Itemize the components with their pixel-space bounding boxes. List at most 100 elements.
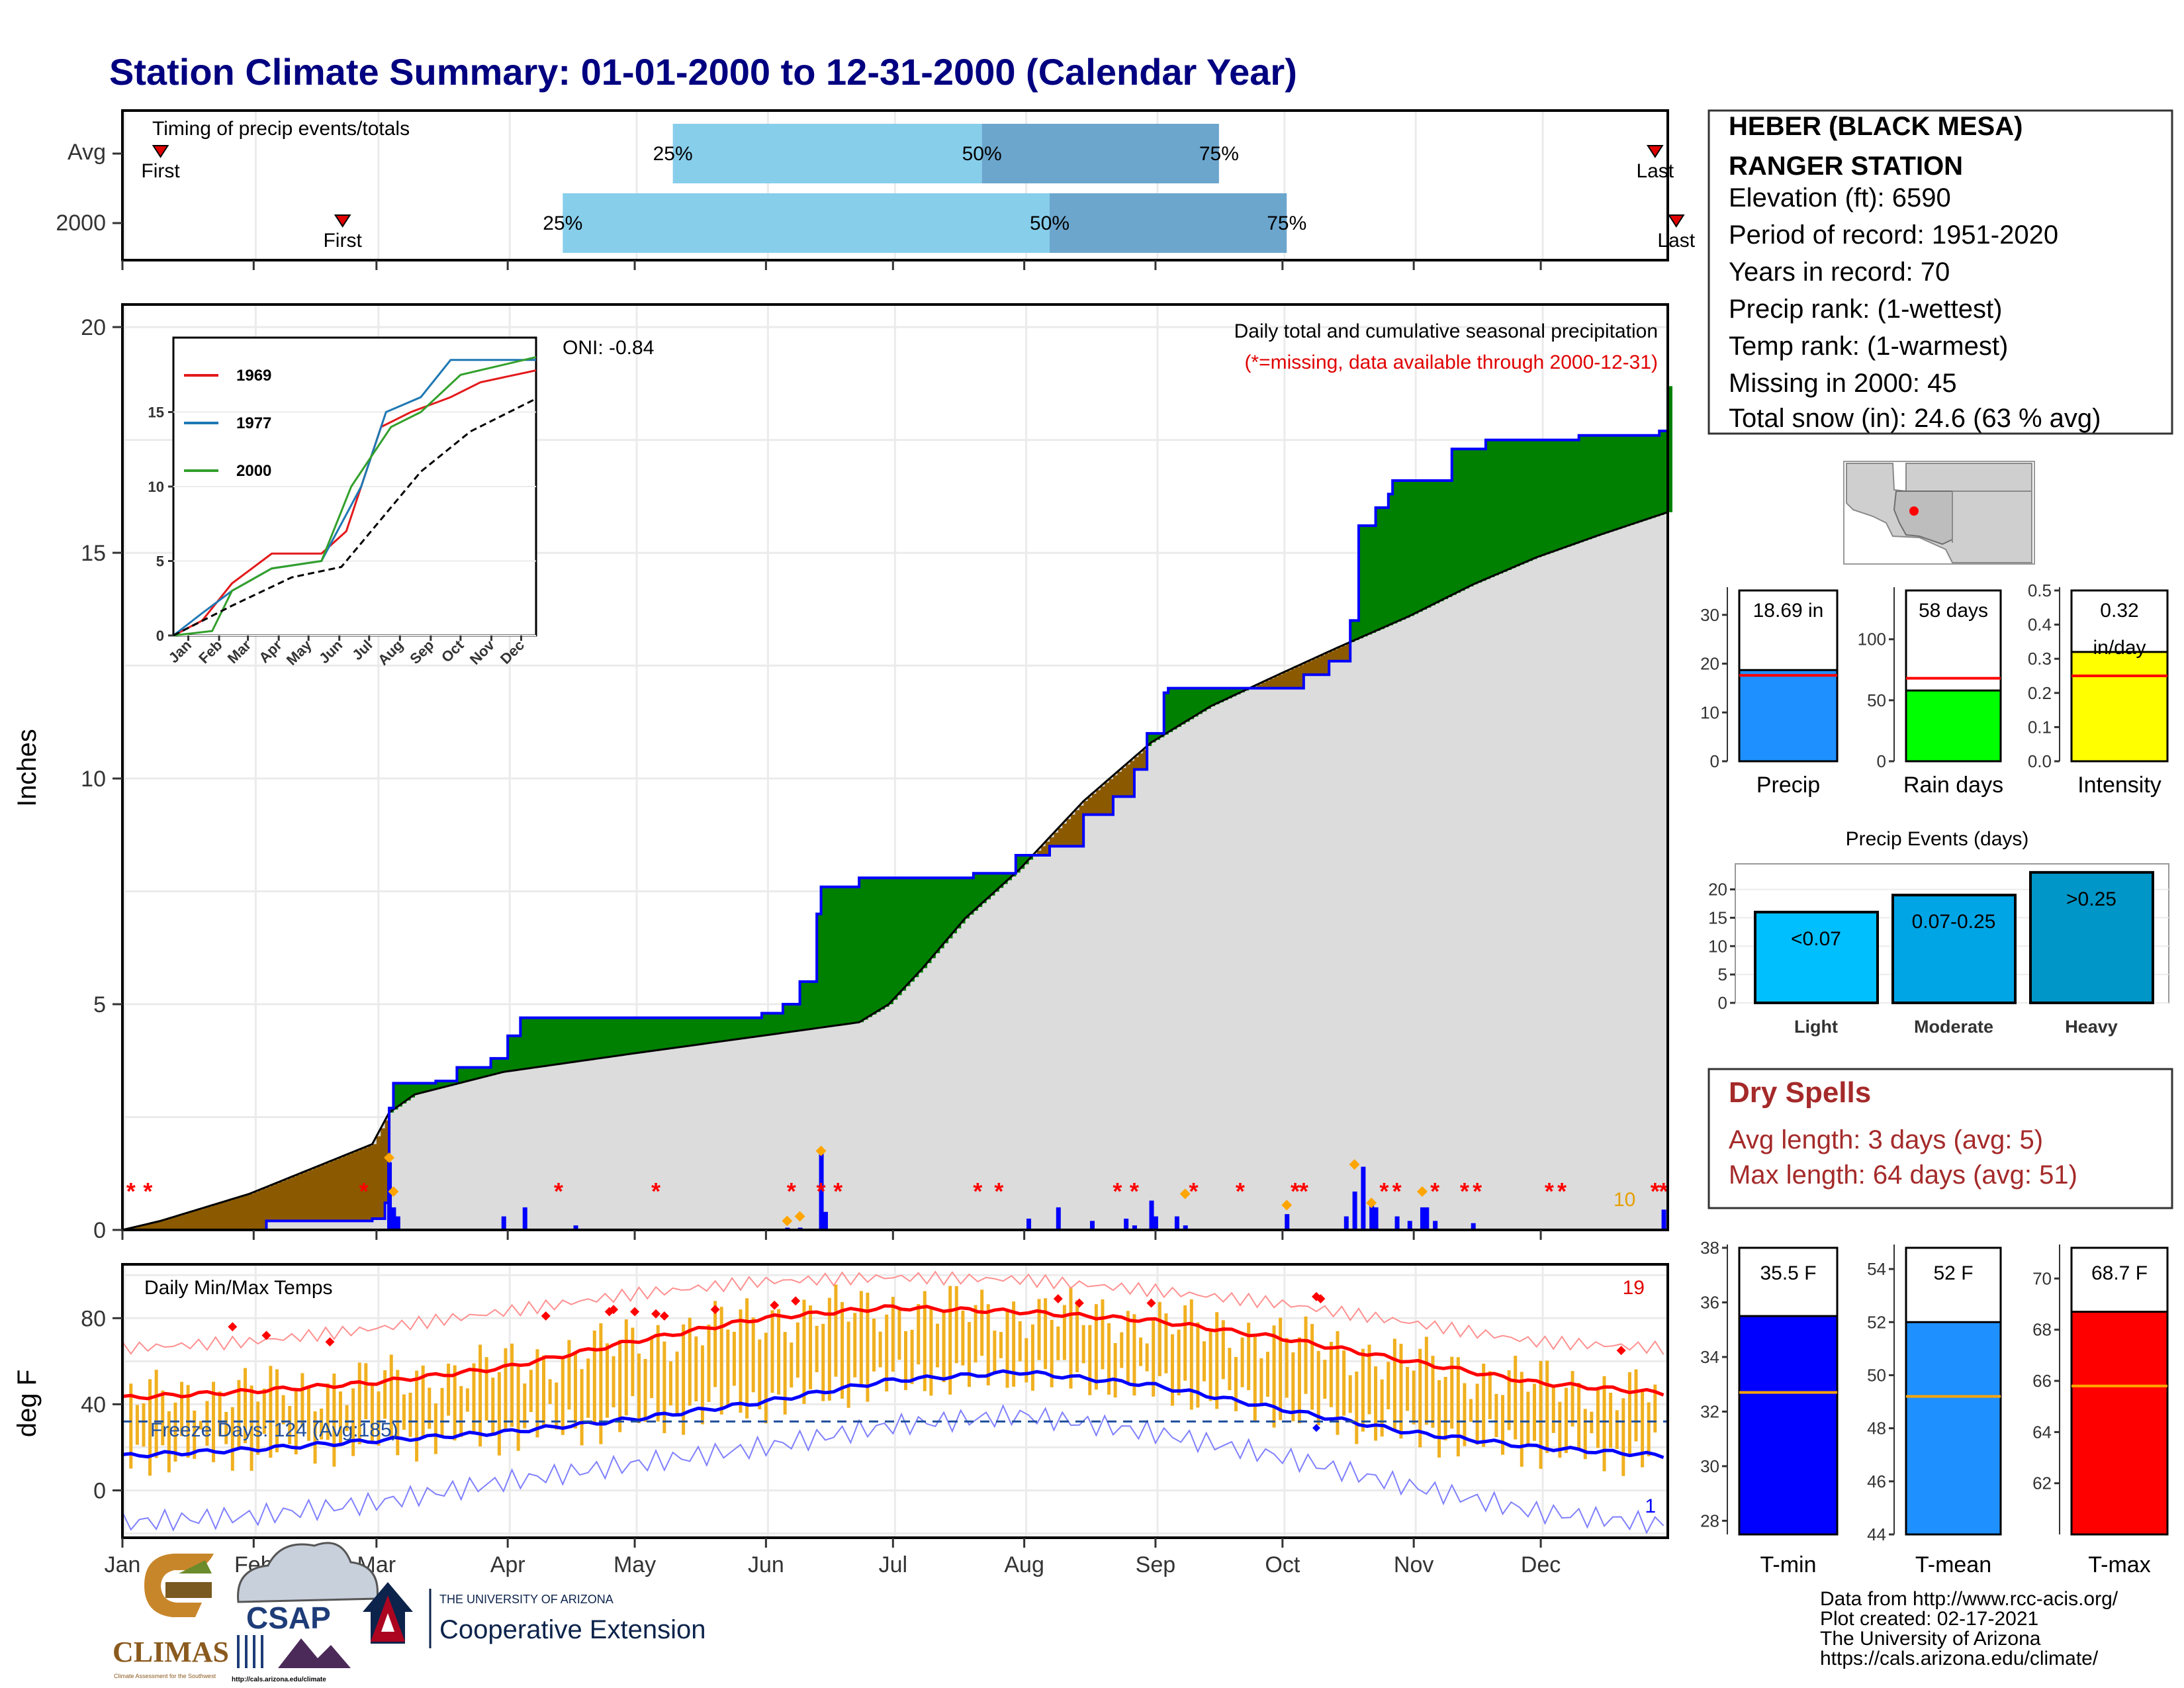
avg-cumulative-line [122, 511, 1668, 1231]
temp-bar-label: T-min [1760, 1552, 1817, 1577]
summary-bar-precip: 18.69 in 0 10 20 30 Precip [1700, 587, 1839, 798]
legend-label-2000: 2000 [236, 462, 271, 480]
temp-frame [121, 1263, 1669, 1539]
station-temp-rank: Temp rank: (1-warmest) [1729, 332, 2008, 361]
precip-y-axis-label: Inches [13, 729, 42, 807]
summary-ytick-label-3: 30 [1700, 605, 1719, 625]
record-high-marker-1 [261, 1331, 271, 1340]
missing-marker-10: * [1113, 1178, 1122, 1205]
daily-precip-bar-4 [522, 1207, 527, 1230]
timing-bar-q25-q50 [563, 193, 1050, 253]
daily-precip-bar-29 [1433, 1221, 1438, 1230]
events-bar-label: Moderate [1914, 1017, 1993, 1037]
inset-ytick-label-3: 15 [148, 404, 164, 421]
temp-bar-ytick-label-4: 36 [1700, 1292, 1719, 1312]
credit-line1: Data from http://www.rcc-acis.org/ [1820, 1588, 2118, 1610]
first-event-marker [152, 145, 169, 158]
summary-ytick-label-2: 0.2 [2028, 683, 2052, 703]
missing-note: (*=missing, data available through 2000-… [1244, 352, 1658, 373]
temp-bar-t-min: 35.5 F 28 30 32 34 36 38 T-min [1700, 1238, 1839, 1577]
last-label: Last [1657, 230, 1695, 252]
daily-precip-bar-19 [1285, 1214, 1290, 1230]
summary-value: 58 days [1919, 600, 1988, 622]
timing-row-label-2000: 2000 [56, 211, 106, 236]
oni-label: ONI: -0.84 [563, 337, 654, 359]
timing-heading: Timing of precip events/totals [152, 118, 410, 140]
summary-ytick-label-1: 50 [1867, 690, 1886, 710]
precip-ytick-label-3: 15 [81, 541, 106, 566]
record-high-marker-17 [1616, 1346, 1626, 1356]
missing-marker-21: * [1545, 1178, 1554, 1205]
timing-q25-label: 25% [543, 212, 582, 234]
inset-xtick-label-5: Jun [316, 637, 345, 667]
record-high-marker-13 [1074, 1298, 1084, 1308]
temp-bar-ytick-label-1: 64 [2032, 1422, 2052, 1442]
station-snow: Total snow (in): 24.6 (63 % avg) [1729, 404, 2101, 433]
temp-bar-ytick-label-4: 70 [2032, 1268, 2052, 1288]
daily-precip-bar-9 [823, 1211, 828, 1230]
events-ytick-label-3: 15 [1708, 908, 1727, 927]
daily-precip-bar-20 [1343, 1216, 1349, 1230]
locator-map [1843, 461, 2035, 565]
summary-value-unit: in/day [2093, 637, 2146, 659]
station-name-line2: RANGER STATION [1729, 152, 1963, 181]
summary-value: 0.32 [2100, 600, 2138, 622]
csap-text: CSAP [246, 1601, 331, 1635]
record-low-marker-0 [1312, 1424, 1321, 1432]
temp-bar-ytick-label-3: 68 [2032, 1320, 2052, 1340]
inset-line-1969 [173, 369, 537, 637]
station-elevation: Elevation (ft): 6590 [1729, 183, 1951, 212]
summary-bar-rain-days: 58 days 0 50 100 Rain days [1858, 587, 2003, 798]
temp-panel: 0 40 80 deg F Daily Min/Max Temps Freeze D… [13, 1263, 1669, 1577]
record-high-marker-14 [1146, 1298, 1156, 1308]
daily-precip-bar-23 [1369, 1205, 1375, 1230]
orange-diamond-2 [815, 1145, 827, 1156]
legend-label-1969: 1969 [236, 367, 271, 385]
dry-spells-title: Dry Spells [1729, 1076, 1871, 1109]
missing-marker-7: * [833, 1178, 842, 1205]
station-info-box: HEBER (BLACK MESA) RANGER STATION Elevat… [1707, 109, 2173, 435]
temp-summary-bars: 35.5 F 28 30 32 34 36 38 T-min 52 F 44 46 48 50 52 54 T… [1700, 1238, 2169, 1577]
station-period: Period of record: 1951-2020 [1729, 220, 2058, 250]
timing-q50-label: 50% [1030, 212, 1069, 234]
summary-ytick-label-4: 0.4 [2028, 615, 2052, 635]
daily-precip-bar-12 [1089, 1221, 1095, 1230]
temp-bar-ytick-label-3: 50 [1867, 1365, 1886, 1385]
events-ytick-label-1: 5 [1718, 964, 1727, 984]
events-ytick-label-0: 0 [1718, 993, 1727, 1013]
summary-ytick-label-1: 10 [1700, 702, 1719, 722]
record-high-marker-12 [1053, 1294, 1063, 1304]
station-years: Years in record: 70 [1729, 258, 1950, 287]
summary-label: Intensity [2077, 773, 2161, 798]
credit-line4: https://cals.arizona.edu/climate/ [1820, 1648, 2099, 1669]
month-label-6: Jul [879, 1552, 907, 1577]
events-bar-rect [2029, 870, 2154, 1005]
temp-bar-value: 35.5 F [1760, 1262, 1816, 1284]
timing-bar-q25-q50 [672, 124, 982, 183]
month-label-8: Sep [1136, 1552, 1176, 1577]
temp-bar-ytick-label-0: 62 [2032, 1474, 2052, 1493]
missing-marker-16: * [1379, 1178, 1388, 1205]
events-bar-range: <0.07 [1791, 928, 1841, 950]
temp-bar-ytick-label-1: 46 [1867, 1472, 1886, 1491]
summary-bars: 18.69 in 0 10 20 30 Precip 58 days 0 50 100 Rain d… [1700, 581, 2169, 798]
daily-precip-bar-18 [1183, 1225, 1188, 1230]
month-label-4: May [614, 1552, 656, 1577]
timing-q25-label: 25% [653, 143, 693, 165]
daily-precip-bar-25 [1394, 1216, 1400, 1230]
month-label-11: Dec [1521, 1552, 1561, 1577]
daily-precip-bar-16 [1153, 1216, 1158, 1230]
inset-xtick-label-9: Oct [438, 636, 467, 665]
inset-ytick-label-0: 0 [156, 628, 164, 644]
temp-bar-ytick-label-2: 32 [1700, 1401, 1719, 1421]
month-label-0: Jan [105, 1552, 141, 1577]
month-label-7: Aug [1004, 1552, 1044, 1577]
timing-row-label-avg: Avg [68, 140, 106, 165]
daily-precip-bar-0 [387, 1162, 392, 1230]
inset-xtick-label-8: Sep [406, 637, 437, 667]
temp-ytick-label-2: 80 [81, 1306, 106, 1331]
daily-precip-bar-21 [1352, 1192, 1357, 1230]
summary-ytick-label-1: 0.1 [2028, 717, 2052, 737]
record-high-marker-5 [609, 1305, 619, 1315]
